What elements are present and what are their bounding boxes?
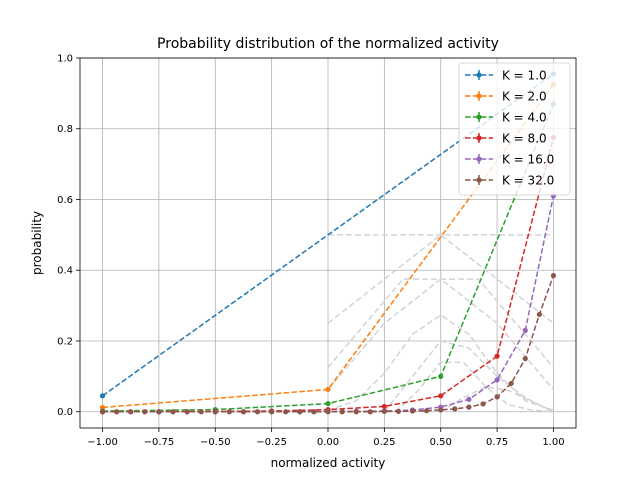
y-tick-label: 0.8	[57, 124, 73, 135]
series-lines	[99, 71, 557, 415]
background-curves	[327, 233, 555, 413]
data-point	[99, 409, 106, 415]
data-point	[550, 272, 557, 279]
x-tick-label: −0.75	[144, 437, 175, 448]
x-axis-ticks: −1.00 −0.75 −0.50 −0.25 0.00 0.25 0.50 0.75 1.00	[87, 428, 565, 448]
y-tick-label: 0.0	[57, 407, 73, 418]
y-tick-label: 0.6	[57, 195, 73, 206]
data-point	[128, 409, 134, 415]
data-point	[522, 356, 528, 362]
legend-swatch-marker	[476, 114, 482, 120]
x-tick-label: 0.75	[486, 437, 508, 448]
y-tick-label: 1.0	[57, 54, 73, 65]
background-curve	[383, 340, 554, 413]
data-point	[325, 386, 331, 393]
legend-box	[458, 62, 571, 196]
data-point	[353, 409, 359, 415]
data-point	[494, 353, 500, 359]
legend-item: K = 32.0	[465, 174, 554, 188]
legend-item: K = 16.0	[465, 153, 554, 167]
x-axis-label: normalized activity	[271, 456, 386, 470]
data-point	[311, 409, 317, 415]
data-point	[325, 400, 331, 407]
background-curve	[440, 386, 554, 413]
x-tick-label: −0.25	[256, 437, 287, 448]
data-point	[452, 406, 458, 412]
data-point	[508, 380, 514, 387]
data-point	[226, 409, 232, 415]
data-point	[254, 409, 261, 415]
x-tick-label: 0.50	[430, 437, 452, 448]
background-curve	[327, 278, 555, 391]
x-tick-label: 0.00	[317, 437, 339, 448]
y-tick-label: 0.4	[57, 266, 73, 277]
data-point	[170, 409, 176, 415]
y-axis-label: probability	[30, 211, 44, 275]
data-point	[438, 407, 444, 413]
data-point	[156, 409, 162, 415]
legend-label: K = 32.0	[502, 174, 554, 188]
legend-label: K = 2.0	[502, 90, 547, 104]
data-point	[466, 396, 472, 402]
y-axis-ticks: 0.0 0.2 0.4 0.6 0.8 1.0	[57, 54, 80, 418]
series-6	[99, 272, 557, 415]
background-curve	[327, 233, 554, 324]
legend-label: K = 16.0	[502, 153, 554, 167]
legend-item: K = 4.0	[465, 111, 547, 125]
data-point	[480, 401, 486, 407]
data-point	[269, 409, 275, 415]
data-point	[466, 404, 472, 410]
data-point	[99, 393, 106, 399]
x-tick-label: −1.00	[87, 437, 118, 448]
chart-title: Probability distribution of the normaliz…	[157, 36, 499, 52]
data-point	[367, 409, 373, 415]
data-point	[536, 311, 542, 318]
data-point	[494, 377, 500, 383]
legend-item: K = 1.0	[465, 69, 547, 83]
data-point	[424, 408, 430, 414]
legend-swatch-marker	[476, 156, 482, 162]
data-point	[240, 409, 247, 415]
x-tick-label: 0.25	[373, 437, 395, 448]
legend-swatch-marker	[476, 93, 482, 99]
data-point	[297, 409, 303, 415]
y-tick-label: 0.2	[57, 336, 73, 347]
x-tick-label: −0.50	[200, 437, 231, 448]
data-point	[325, 409, 331, 415]
data-point	[142, 409, 148, 415]
data-point	[184, 409, 190, 415]
legend-swatch-marker	[476, 135, 482, 141]
data-point	[381, 403, 387, 410]
data-point	[212, 409, 218, 415]
data-point	[339, 409, 345, 415]
legend: K = 1.0 K = 2.0 K = 4.0 K = 8.0 K = 16.0 K = …	[458, 62, 571, 196]
data-point	[198, 409, 204, 415]
data-point	[395, 408, 402, 414]
data-point	[114, 409, 120, 415]
legend-item: K = 2.0	[465, 90, 547, 104]
data-point	[494, 394, 500, 400]
legend-swatch-marker	[476, 177, 482, 183]
data-point	[438, 373, 444, 379]
background-curve	[395, 361, 554, 413]
data-point	[522, 327, 528, 333]
data-point	[283, 409, 289, 415]
legend-label: K = 1.0	[502, 69, 547, 83]
legend-label: K = 4.0	[502, 111, 547, 125]
data-point	[438, 393, 444, 399]
x-tick-label: 1.00	[542, 437, 564, 448]
legend-swatch-marker	[476, 72, 482, 78]
data-point	[409, 408, 416, 414]
data-point	[381, 408, 387, 414]
legend-label: K = 8.0	[502, 132, 547, 146]
legend-item: K = 8.0	[465, 132, 547, 146]
